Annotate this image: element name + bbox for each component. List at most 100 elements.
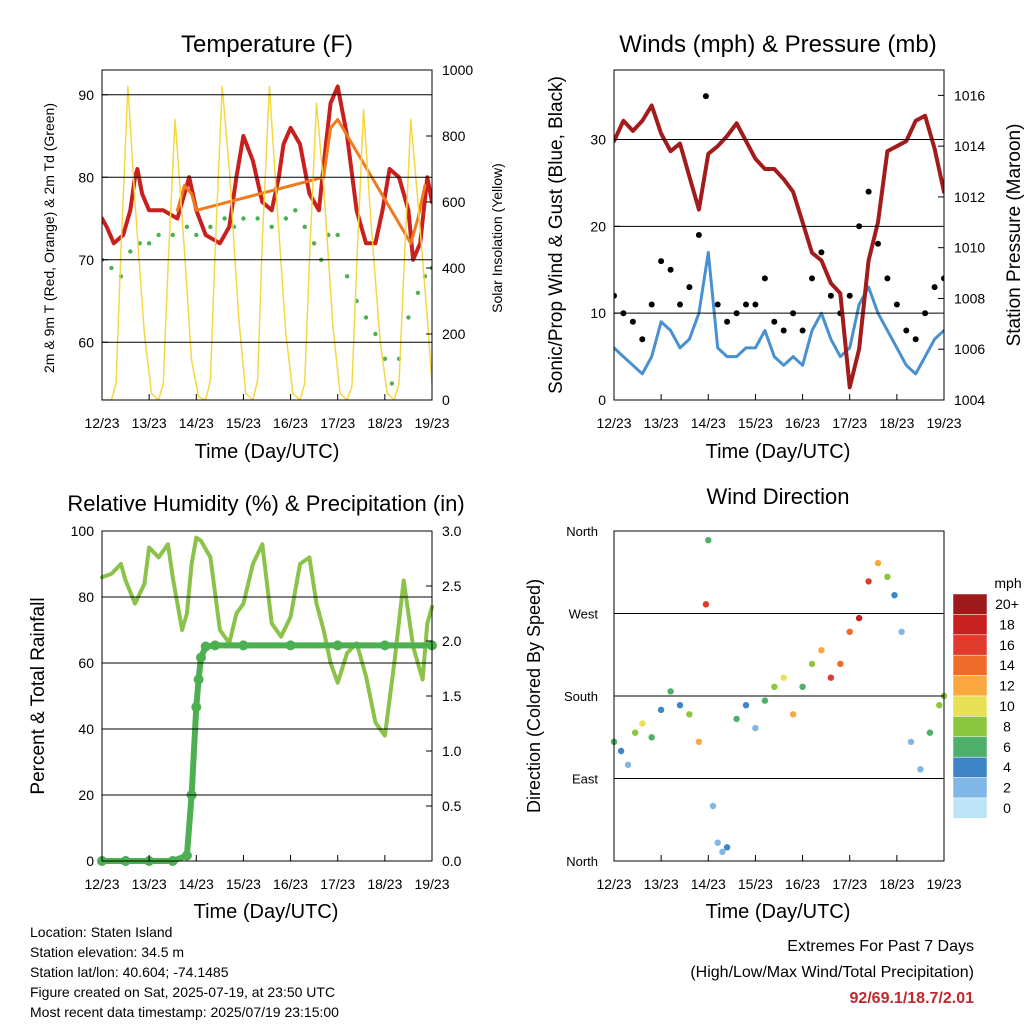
direction-point [686,711,693,718]
y-tick-label: West [569,607,599,622]
y-right-tick-label: 2.0 [442,633,462,649]
humidity-plot-area: 0 20 40 60 80 100 0.0 0.5 1.0 1.5 2.0 2.5 3.0 12/23 13… [71,523,462,892]
winds-series-layer [614,93,944,390]
precipitation-point [200,641,211,652]
direction-point [667,688,674,695]
x-tick-label: 19/23 [926,415,961,431]
temp-2m-line [102,84,432,262]
gust-point [614,292,617,299]
wind-direction-panel: Wind Direction North East South West North 12… [524,484,1022,923]
gust-point [912,336,919,343]
y-right-tick-label: 0.5 [442,798,462,814]
pressure-line [614,103,944,390]
y-right-tick-label: 1.5 [442,688,462,704]
plot-border [101,69,433,401]
legend-label: 14 [999,657,1015,673]
direction-point [936,702,943,709]
y-tick-label: 40 [78,721,94,737]
legend-swatch [952,634,988,656]
humidity-precip-panel: Relative Humidity (%) & Precipitation (i… [28,491,465,923]
y-tick-label: 70 [78,252,94,268]
dewpoint-point [293,208,298,213]
direction-point [907,738,915,745]
y-tick-label: 10 [590,305,606,321]
dewpoint-point [184,224,190,229]
y-right-tick-label: 3.0 [442,523,462,539]
wind-direction-title: Wind Direction [706,484,849,509]
direction-point [705,537,712,544]
precipitation-point [193,674,204,685]
legend-label: 16 [999,637,1015,653]
humidity-series-layer [97,535,437,866]
wind-direction-ylabel: Direction (Colored By Speed) [524,579,544,813]
legend-label: 4 [1003,759,1011,775]
x-tick-label: 15/23 [738,876,773,892]
created-text: Figure created on Sat, 2025-07-19, at 23… [30,984,336,1000]
x-tick-label: 16/23 [273,876,308,892]
gust-point [648,301,655,308]
gust-point [818,249,825,256]
legend-swatch [952,756,988,778]
direction-point [865,578,872,585]
gust-point [714,301,721,308]
direction-point [771,683,778,690]
x-tick-label: 19/23 [414,415,449,431]
direction-point [855,614,863,622]
legend-label: 0 [1003,800,1011,816]
y-tick-label: 0 [86,853,94,869]
legend-label: 18 [999,616,1015,632]
x-tick-label: 12/23 [596,415,631,431]
x-tick-label: 19/23 [414,876,449,892]
y-right-tick-label: 1.0 [442,743,462,759]
direction-point [846,628,853,635]
temperature-panel: Temperature (F) 60 70 80 90 0 200 400 600 800 100… [41,31,505,463]
gust-point [761,275,768,282]
precipitation-point [332,640,343,651]
direction-point [827,674,835,681]
x-tick-label: 12/23 [84,415,119,431]
legend-swatch [952,675,988,697]
temperature-plot-area: 60 70 80 90 0 200 400 600 800 1000 12/23 13/23 14/23… [78,62,473,431]
precipitation-point [285,640,296,651]
gust-point [875,240,881,247]
y-tick-label: North [566,524,598,539]
gust-point [903,327,910,334]
legend-swatch [952,614,988,636]
gust-point [686,284,693,291]
wind-line [614,250,944,376]
direction-point [714,839,721,846]
gust-point [827,292,834,299]
dewpoint-point [311,241,317,246]
direction-point [789,711,797,718]
y-right-tick-label: 1006 [954,341,985,357]
precipitation-point [379,640,390,651]
plot-border [101,530,433,862]
x-tick-label: 14/23 [179,415,214,431]
dewpoint-point [302,224,307,229]
x-tick-label: 15/23 [226,415,261,431]
direction-point [695,738,703,745]
dewpoint-point [335,232,340,238]
y-right-tick-label: 1012 [954,189,985,205]
wind-direction-xlabel: Time (Day/UTC) [706,901,851,923]
y-right-tick-label: 0.0 [442,853,462,869]
precipitation-line [99,642,435,864]
direction-point [617,747,625,755]
legend-swatch [952,593,988,615]
gust-point [695,232,702,238]
latest-data-text: Most recent data timestamp: 2025/07/19 2… [30,1004,339,1020]
direction-point [884,573,891,580]
dewpoint-point [241,216,246,221]
legend-label: 10 [999,698,1015,714]
direction-point [742,702,750,709]
dewpoint-point [269,224,274,229]
dewpoint-point [389,381,395,386]
legend-swatch [952,777,988,799]
direction-point [874,559,882,567]
winds-ylabel-right: Station Pressure (Maroon) [1004,124,1024,347]
insolation-line [102,85,432,400]
x-tick-label: 13/23 [132,876,167,892]
y-tick-label: 0 [598,392,606,408]
direction-point [702,601,710,608]
x-tick-label: 13/23 [132,415,167,431]
